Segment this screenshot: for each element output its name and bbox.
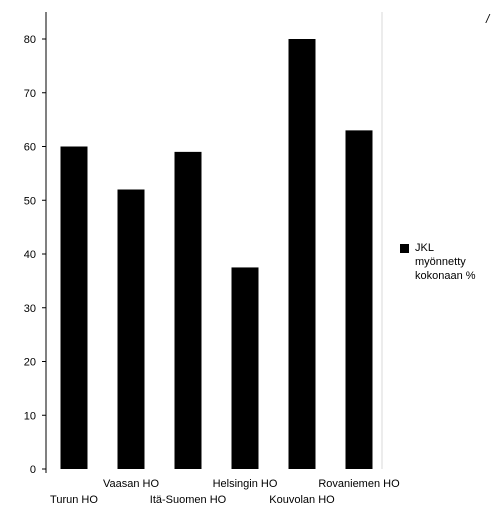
corner-mark: / — [486, 12, 490, 26]
y-tick-label: 0 — [30, 464, 36, 476]
y-tick-label: 10 — [24, 410, 36, 422]
axes — [42, 12, 383, 473]
x-tick-label: Helsingin HO — [213, 478, 278, 490]
bar — [174, 151, 202, 469]
tick-labels: 0 10 20 30 40 50 60 70 80 Turun HO Vaasan HO Itä-Su… — [24, 34, 400, 506]
bar — [60, 146, 88, 469]
y-tick-label: 30 — [24, 303, 36, 315]
x-tick-label: Itä-Suomen HO — [150, 494, 227, 506]
bar — [231, 267, 259, 469]
x-tick-label: Turun HO — [50, 494, 98, 506]
bar — [345, 130, 373, 469]
legend-label: JKL myönnetty kokonaan % — [415, 242, 476, 282]
x-tick-label: Vaasan HO — [103, 478, 159, 490]
legend-swatch — [400, 244, 409, 253]
y-tick-label: 70 — [24, 88, 36, 100]
bars — [60, 39, 373, 469]
y-tick-label: 40 — [24, 249, 36, 261]
y-tick-label: 50 — [24, 195, 36, 207]
legend: JKL myönnetty kokonaan % — [400, 241, 487, 283]
y-tick-label: 60 — [24, 142, 36, 154]
y-tick-label: 80 — [24, 34, 36, 46]
x-tick-label: Rovaniemen HO — [318, 478, 400, 490]
x-tick-label: Kouvolan HO — [269, 494, 335, 506]
bar — [117, 189, 145, 469]
bar — [288, 39, 316, 469]
y-tick-label: 20 — [24, 357, 36, 369]
